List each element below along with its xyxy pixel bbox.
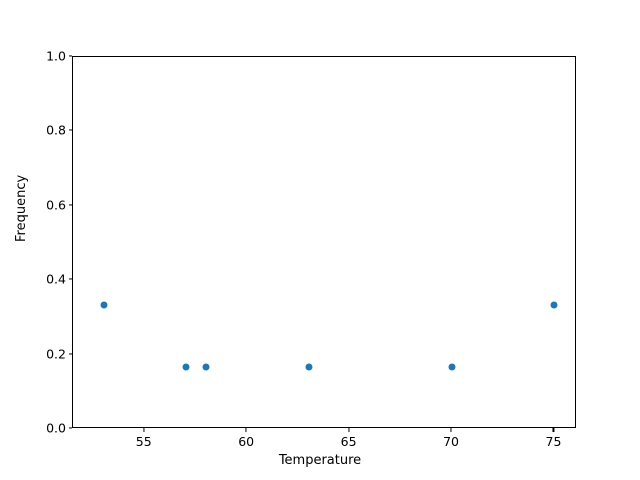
y-tick-label: 0.6	[46, 197, 66, 213]
y-tick-label: 0.0	[46, 420, 66, 436]
y-axis-tick-labels: 0.0 0.2 0.4 0.6 0.8 1.0	[0, 0, 66, 480]
x-tick-label: 70	[443, 434, 459, 449]
y-tick-mark	[68, 55, 72, 57]
y-axis-label: Frequency	[14, 174, 29, 242]
y-tick-mark	[68, 427, 72, 429]
x-tick-mark	[450, 428, 452, 432]
y-tick-mark	[68, 278, 72, 280]
y-tick-label: 0.4	[46, 271, 66, 287]
x-axis-label: Temperature	[278, 453, 362, 468]
y-tick-mark	[68, 353, 72, 355]
x-tick-mark	[552, 428, 554, 432]
y-tick-mark	[68, 204, 72, 206]
x-tick-mark	[143, 428, 145, 432]
x-axis-tick-labels: 55 60 65 70 75	[0, 434, 640, 458]
scatter-point	[448, 363, 456, 371]
scatter-point	[305, 363, 313, 371]
x-tick-mark	[348, 428, 350, 432]
x-tick-label: 60	[238, 434, 255, 449]
scatter-point	[100, 301, 108, 309]
scatter-plot-axes	[72, 56, 576, 428]
x-tick-mark	[245, 428, 247, 432]
y-tick-mark	[68, 129, 72, 131]
x-tick-label: 75	[545, 434, 562, 449]
y-tick-label: 0.8	[46, 122, 66, 138]
y-tick-label: 1.0	[46, 48, 66, 64]
scatter-point	[202, 363, 210, 371]
scatter-point	[550, 301, 558, 309]
x-tick-label: 65	[340, 434, 357, 449]
x-tick-label: 55	[135, 434, 152, 449]
y-tick-label: 0.2	[46, 346, 66, 362]
scatter-point	[182, 363, 190, 371]
